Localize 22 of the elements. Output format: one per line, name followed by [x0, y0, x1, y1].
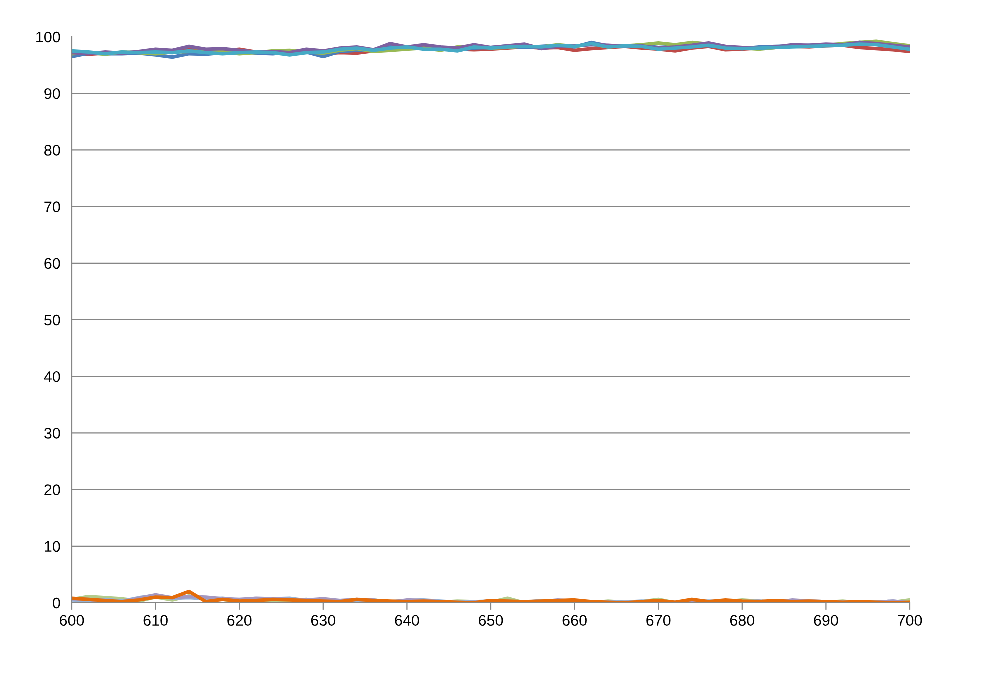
x-tick-label: 610	[144, 615, 168, 626]
x-tick-label: 660	[562, 615, 587, 626]
x-tick-label: 600	[60, 615, 84, 626]
y-tick-label: 100	[36, 32, 60, 43]
x-tick-label: 700	[898, 615, 922, 626]
y-tick-label: 20	[44, 484, 60, 496]
x-tick-label: 690	[814, 615, 838, 626]
x-tick-label: 640	[395, 615, 420, 626]
y-tick-label: 70	[44, 202, 60, 212]
x-tick-label: 630	[311, 615, 336, 626]
x-tick-label: 620	[228, 615, 252, 626]
x-tick-label: 680	[730, 615, 755, 626]
y-tick-label: 30	[44, 428, 60, 439]
y-tick-label: 90	[44, 88, 60, 100]
y-tick-label: 60	[44, 258, 60, 270]
y-tick-label: 50	[44, 314, 60, 326]
y-tick-label: 10	[45, 541, 60, 552]
y-tick-label: 80	[44, 145, 60, 156]
y-tick-label: 0	[52, 598, 60, 609]
x-tick-label: 650	[479, 615, 504, 626]
x-tick-label: 670	[646, 615, 671, 626]
y-tick-label: 40	[44, 371, 60, 382]
